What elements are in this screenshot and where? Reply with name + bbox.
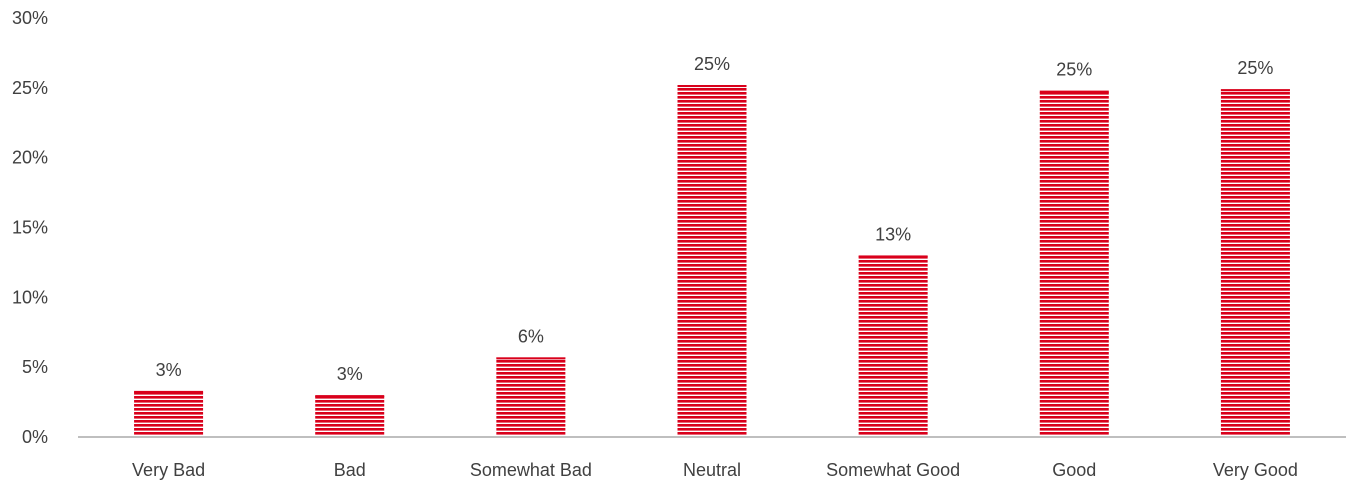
y-tick-label: 20% [12, 148, 48, 168]
x-category-label: Neutral [683, 460, 741, 480]
data-labels: 3% 3% 6% 25% 13% 25% 25% [156, 54, 1274, 384]
y-tick-label: 25% [12, 78, 48, 98]
bar [1220, 89, 1290, 437]
bar-top-edge [677, 85, 747, 88]
bar [315, 395, 385, 437]
bar-data-label: 13% [875, 224, 911, 244]
x-category-label: Bad [334, 460, 366, 480]
y-tick-label: 10% [12, 287, 48, 307]
bar-top-edge [496, 357, 566, 360]
bar-top-edge [134, 390, 204, 393]
bar-data-label: 3% [337, 364, 363, 384]
bar-data-label: 3% [156, 360, 182, 380]
y-tick-label: 30% [12, 8, 48, 28]
bar-data-label: 25% [1237, 58, 1273, 78]
bar-top-edge [1039, 90, 1109, 93]
bar [134, 390, 204, 437]
y-tick-label: 15% [12, 218, 48, 238]
bar-top-edge [315, 395, 385, 398]
bar [677, 85, 747, 437]
bar-data-label: 25% [694, 54, 730, 74]
bar-data-label: 6% [518, 326, 544, 346]
x-category-label: Very Bad [132, 460, 205, 480]
bar [496, 357, 566, 437]
y-axis: 0% 5% 10% 15% 20% 25% 30% [12, 8, 48, 447]
x-category-label: Good [1052, 460, 1096, 480]
bar-top-edge [858, 255, 928, 258]
bar-data-label: 25% [1056, 60, 1092, 80]
y-tick-label: 5% [22, 357, 48, 377]
x-category-label: Somewhat Good [826, 460, 960, 480]
bar [1039, 90, 1109, 438]
bars [134, 85, 1290, 438]
bar [858, 255, 928, 437]
x-axis: Very Bad Bad Somewhat Bad Neutral Somewhat G… [78, 436, 1346, 480]
bar-top-edge [1220, 89, 1290, 92]
y-tick-label: 0% [22, 427, 48, 447]
x-category-label: Somewhat Bad [470, 460, 592, 480]
x-category-label: Very Good [1213, 460, 1298, 480]
